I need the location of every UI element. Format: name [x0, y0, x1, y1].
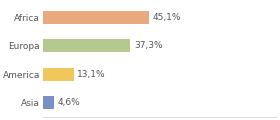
- Text: 45,1%: 45,1%: [152, 13, 181, 22]
- Bar: [43, 68, 74, 81]
- Bar: [43, 96, 54, 109]
- Bar: [43, 39, 130, 52]
- Text: 13,1%: 13,1%: [77, 70, 106, 79]
- Bar: [43, 11, 149, 24]
- Text: 37,3%: 37,3%: [134, 41, 162, 50]
- Text: 4,6%: 4,6%: [57, 98, 80, 107]
